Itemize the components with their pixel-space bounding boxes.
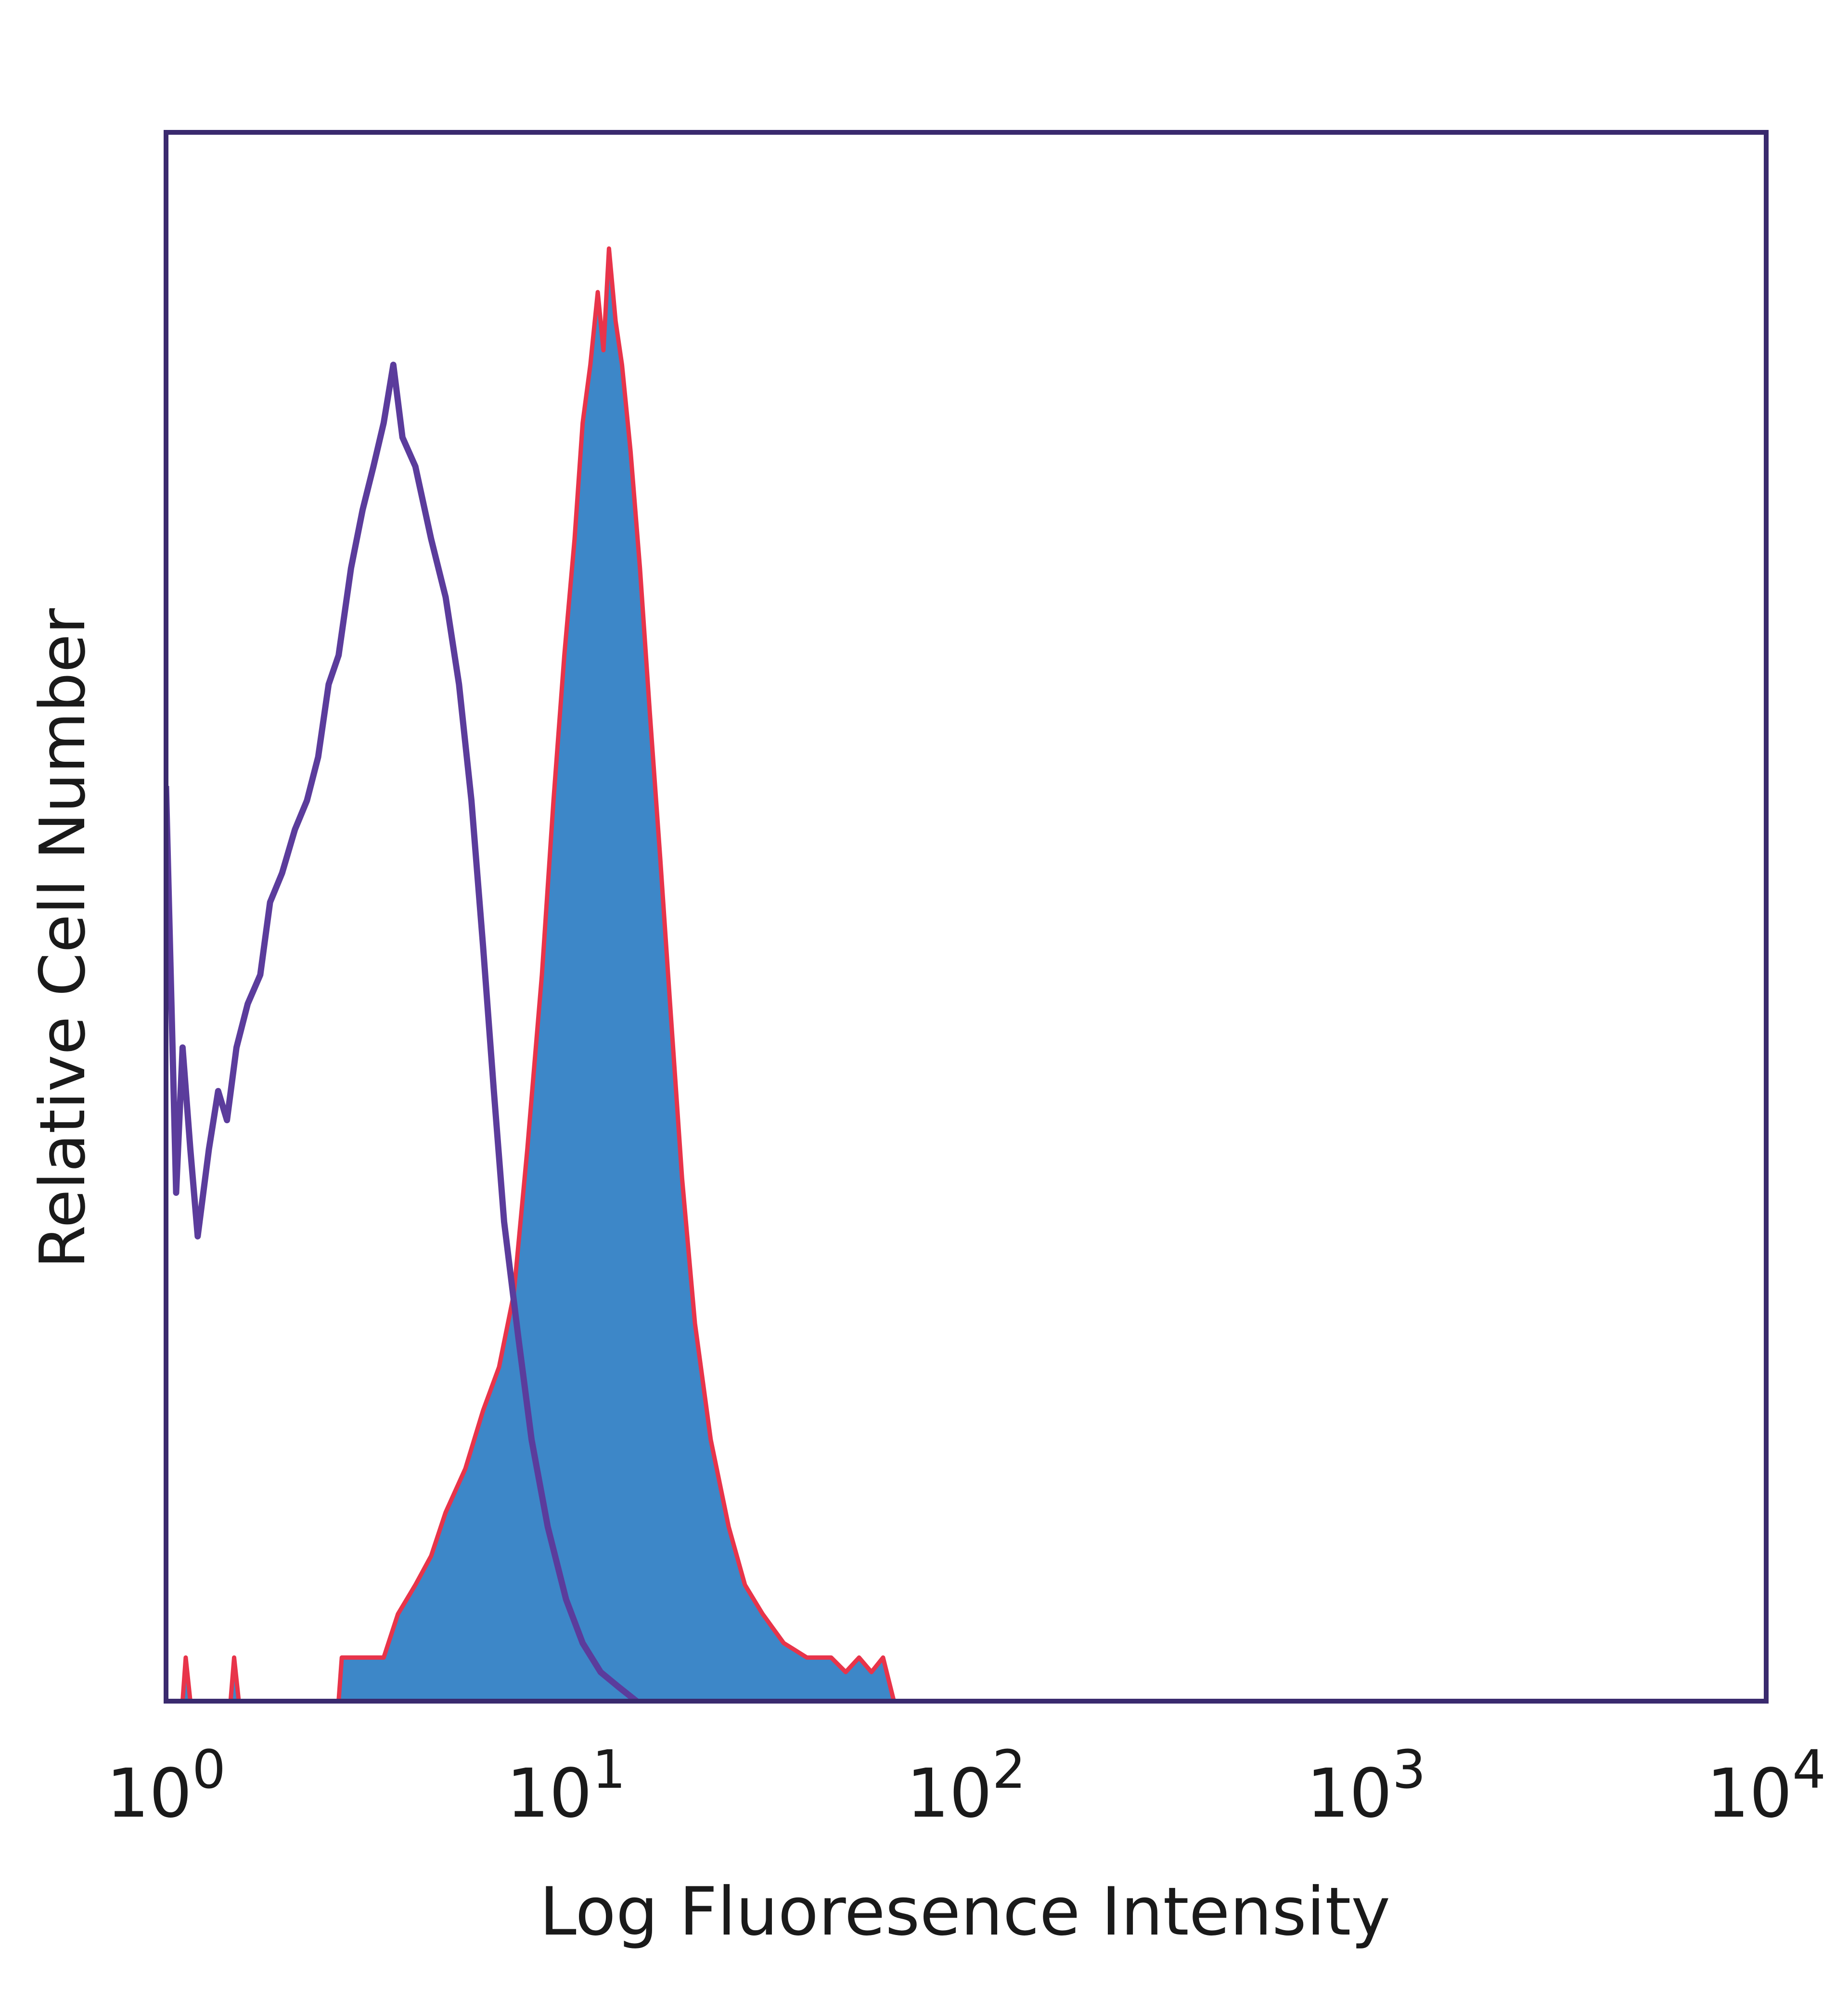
x-tick-base: 10 bbox=[906, 1755, 992, 1833]
x-tick-label: 103 bbox=[1307, 1739, 1426, 1833]
x-tick-label: 100 bbox=[106, 1739, 226, 1833]
x-tick-label: 102 bbox=[906, 1739, 1026, 1833]
x-tick-base: 10 bbox=[1707, 1755, 1792, 1833]
x-axis-label: Log Fluoresence Intensity bbox=[539, 1873, 1390, 1950]
x-tick-exponent: 1 bbox=[592, 1739, 626, 1800]
x-tick-exponent: 2 bbox=[992, 1739, 1026, 1800]
outline-histogram-series bbox=[166, 361, 639, 1701]
x-tick-exponent: 0 bbox=[192, 1739, 226, 1800]
x-tick-base: 10 bbox=[106, 1755, 192, 1833]
x-tick-base: 10 bbox=[1307, 1755, 1392, 1833]
plot-area bbox=[166, 246, 896, 1701]
x-tick-exponent: 3 bbox=[1392, 1739, 1426, 1800]
plot-frame bbox=[164, 130, 1769, 1704]
x-tick-labels: 100 101 102 103 104 bbox=[106, 1739, 1826, 1833]
x-tick-base: 10 bbox=[506, 1755, 592, 1833]
x-tick-label: 101 bbox=[506, 1739, 626, 1833]
x-tick-exponent: 4 bbox=[1792, 1739, 1826, 1800]
y-axis-label: Relative Cell Number bbox=[26, 608, 99, 1269]
series-layer bbox=[166, 246, 896, 1701]
x-tick-label: 104 bbox=[1707, 1739, 1826, 1833]
